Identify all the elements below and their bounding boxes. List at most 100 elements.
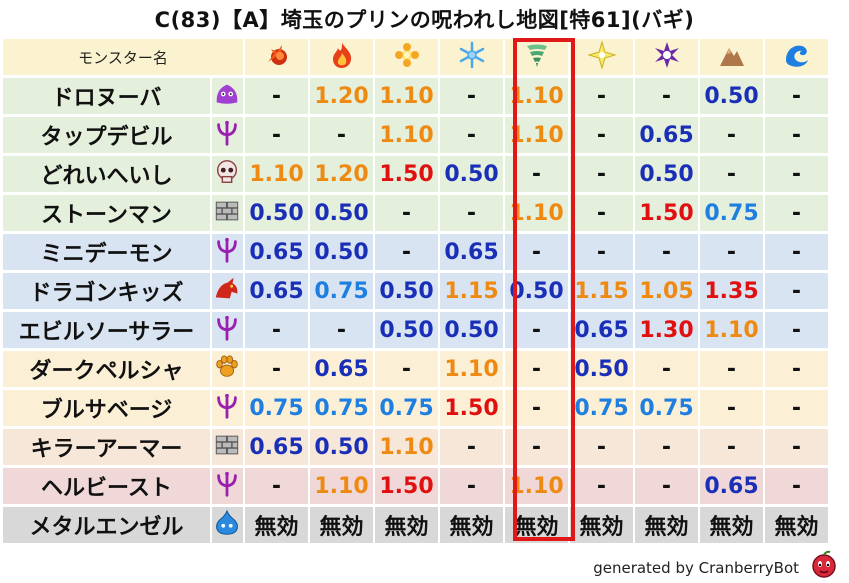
monster-type-cell bbox=[211, 195, 243, 231]
resistance-value: 1.50 bbox=[440, 390, 503, 426]
resistance-value: - bbox=[700, 390, 763, 426]
explosion-icon bbox=[394, 43, 419, 67]
resistance-value: - bbox=[765, 312, 828, 348]
resistance-value: - bbox=[570, 234, 633, 270]
resistance-value: 0.50 bbox=[570, 351, 633, 387]
resistance-value: - bbox=[700, 429, 763, 465]
resistance-value: 1.10 bbox=[505, 78, 568, 114]
monster-type-cell bbox=[211, 312, 243, 348]
monster-name: エビルソーサラー bbox=[3, 312, 210, 348]
monster-name-header: モンスター名 bbox=[3, 39, 243, 75]
header-element-cell bbox=[440, 39, 503, 75]
monster-type-cell bbox=[211, 468, 243, 504]
flame-icon bbox=[332, 43, 351, 68]
resistance-value: 無効 bbox=[440, 507, 503, 543]
monster-name: ストーンマン bbox=[3, 195, 210, 231]
darkness-icon bbox=[654, 42, 679, 68]
table-row: ストーンマン 0.50 0.50- -1.10-1.50 0.75- bbox=[3, 195, 828, 231]
resistance-value: - bbox=[635, 78, 698, 114]
header-element-cell bbox=[635, 39, 698, 75]
resistance-value: - bbox=[245, 312, 308, 348]
resistance-value: 0.50 bbox=[440, 156, 503, 192]
resistance-value: - bbox=[635, 351, 698, 387]
resistance-value: - bbox=[765, 390, 828, 426]
resistance-value: - bbox=[505, 312, 568, 348]
resistance-value: - bbox=[570, 195, 633, 231]
resistance-value: - bbox=[375, 234, 438, 270]
resistance-value: - bbox=[635, 234, 698, 270]
resistance-value: 0.65 bbox=[440, 234, 503, 270]
monster-type-cell bbox=[211, 117, 243, 153]
resistance-value: 0.50 bbox=[635, 156, 698, 192]
table-row: ドラゴンキッズ 0.65 0.75 0.50 1.15 0.50 1.15 1.05 1.35- bbox=[3, 273, 828, 309]
resistance-value: - bbox=[245, 78, 308, 114]
table-row: ドロヌーバ -1.20 1.10-1.10- -0.50- bbox=[3, 78, 828, 114]
resistance-value: 1.15 bbox=[570, 273, 633, 309]
paw-icon bbox=[216, 355, 239, 377]
resistance-value: 0.75 bbox=[310, 390, 373, 426]
resistance-value: 無効 bbox=[375, 507, 438, 543]
resistance-value: 0.50 bbox=[310, 429, 373, 465]
resistance-value: - bbox=[440, 195, 503, 231]
resistance-value: - bbox=[700, 234, 763, 270]
resistance-value: 無効 bbox=[635, 507, 698, 543]
resistance-value: 1.10 bbox=[375, 429, 438, 465]
resistance-value: 1.10 bbox=[440, 351, 503, 387]
header-element-cell bbox=[765, 39, 828, 75]
resistance-value: - bbox=[310, 312, 373, 348]
slime-blue-icon bbox=[216, 509, 239, 535]
resistance-value: 1.50 bbox=[375, 468, 438, 504]
resistance-value: - bbox=[375, 351, 438, 387]
resistance-value: 0.65 bbox=[245, 234, 308, 270]
resistance-value: - bbox=[700, 351, 763, 387]
resistance-value: 0.50 bbox=[375, 312, 438, 348]
resistance-value: - bbox=[765, 468, 828, 504]
resistance-value: 0.50 bbox=[700, 78, 763, 114]
resistance-value: 1.35 bbox=[700, 273, 763, 309]
resistance-value: - bbox=[635, 429, 698, 465]
resistance-value: 0.50 bbox=[505, 273, 568, 309]
monster-name: どれいへいし bbox=[3, 156, 210, 192]
slime-purple-icon bbox=[217, 84, 238, 104]
resistance-value: - bbox=[440, 468, 503, 504]
resistance-value: - bbox=[765, 234, 828, 270]
table-row: ダークペルシャ -0.65-1.10-0.50- - - bbox=[3, 351, 828, 387]
resistance-value: - bbox=[245, 468, 308, 504]
resistance-value: - bbox=[245, 117, 308, 153]
resistance-value: 1.10 bbox=[505, 117, 568, 153]
monster-name: ブルサベージ bbox=[3, 390, 210, 426]
demon-icon bbox=[217, 315, 238, 341]
resistance-value: 1.20 bbox=[310, 156, 373, 192]
resistance-value: 0.75 bbox=[310, 273, 373, 309]
resistance-value: 0.75 bbox=[570, 390, 633, 426]
resistance-value: 無効 bbox=[765, 507, 828, 543]
monster-type-cell bbox=[211, 156, 243, 192]
monster-name: タップデビル bbox=[3, 117, 210, 153]
monster-type-cell bbox=[211, 507, 243, 543]
monster-name: ヘルビースト bbox=[3, 468, 210, 504]
resistance-value: 1.20 bbox=[310, 78, 373, 114]
resistance-value: - bbox=[440, 78, 503, 114]
resistance-value: 0.75 bbox=[375, 390, 438, 426]
header-row: モンスター名 bbox=[3, 39, 828, 75]
resistance-value: 1.10 bbox=[505, 468, 568, 504]
resistance-value: 1.15 bbox=[440, 273, 503, 309]
resistance-value: - bbox=[375, 195, 438, 231]
resistance-value: 無効 bbox=[505, 507, 568, 543]
demon-icon bbox=[217, 393, 238, 419]
resistance-value: 0.50 bbox=[245, 195, 308, 231]
resistance-value: 0.75 bbox=[635, 390, 698, 426]
monster-name: ドラゴンキッズ bbox=[3, 273, 210, 309]
resistance-value: - bbox=[440, 117, 503, 153]
resistance-value: 1.10 bbox=[310, 468, 373, 504]
header-element-cell bbox=[245, 39, 308, 75]
monster-name: キラーアーマー bbox=[3, 429, 210, 465]
resistance-value: 0.65 bbox=[570, 312, 633, 348]
resistance-value: - bbox=[310, 117, 373, 153]
resistance-value: 1.50 bbox=[375, 156, 438, 192]
resistance-value: 1.05 bbox=[635, 273, 698, 309]
monster-type-cell bbox=[211, 390, 243, 426]
resistance-value: 0.50 bbox=[440, 312, 503, 348]
demon-icon bbox=[217, 471, 238, 497]
material-icon bbox=[216, 435, 239, 455]
